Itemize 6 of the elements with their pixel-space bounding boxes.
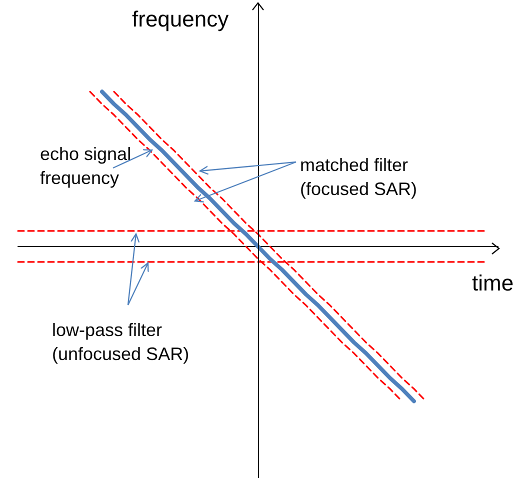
x-axis-title: time: [472, 270, 514, 296]
annotation: matched filter (focused SAR): [300, 155, 418, 199]
y-axis-title: frequency: [40, 168, 120, 188]
annotation: low-pass filter (unfocused SAR): [52, 320, 190, 364]
text: echo signal: [40, 144, 132, 164]
text: frequency: [132, 6, 229, 32]
